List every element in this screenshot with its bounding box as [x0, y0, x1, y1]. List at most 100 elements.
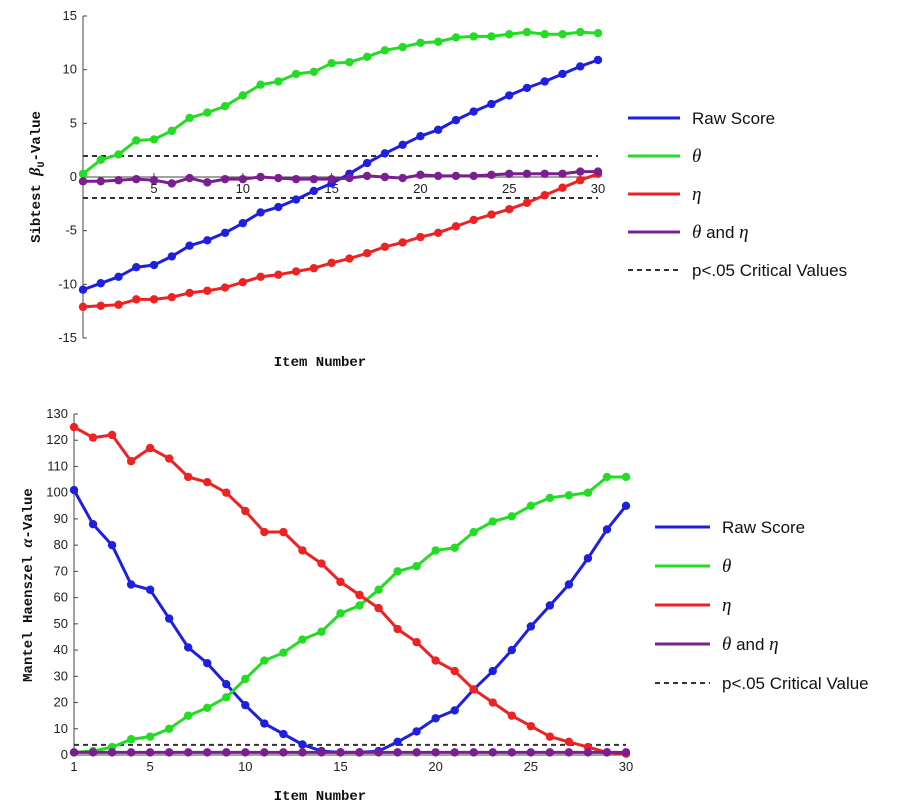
- data-point: [564, 748, 574, 757]
- data-point: [540, 191, 549, 200]
- data-point: [203, 658, 212, 668]
- data-point: [164, 748, 174, 757]
- data-point: [256, 272, 265, 282]
- data-point: [558, 30, 567, 39]
- x-tick-label: 15: [333, 759, 347, 774]
- data-point: [433, 171, 443, 181]
- data-point: [220, 228, 230, 238]
- x-tick-label: 30: [591, 181, 605, 196]
- data-point: [576, 167, 585, 176]
- x-tick-label: 5: [147, 759, 154, 774]
- y-tick-label: 20: [54, 695, 68, 710]
- data-point: [317, 559, 326, 568]
- y-tick-label: 10: [54, 721, 68, 736]
- data-point: [145, 443, 155, 453]
- data-point: [274, 77, 283, 86]
- data-point: [185, 288, 194, 298]
- legend: Raw Score θη θ and η p<.05 Critical Values: [628, 109, 847, 280]
- data-point: [451, 115, 461, 125]
- data-point: [393, 748, 402, 757]
- y-tick-label: 130: [46, 406, 68, 421]
- y-tick-label: 70: [54, 563, 68, 578]
- data-point: [469, 171, 478, 181]
- data-point: [469, 748, 478, 757]
- data-point: [416, 38, 425, 48]
- series-line-3: [82, 172, 599, 309]
- data-point: [488, 517, 497, 526]
- data-point: [241, 674, 250, 684]
- data-point: [184, 711, 193, 720]
- data-point: [291, 195, 301, 204]
- data-point: [145, 732, 155, 741]
- data-point: [327, 59, 336, 68]
- legend-label: θ: [692, 146, 701, 167]
- data-point: [336, 609, 345, 618]
- data-point: [203, 478, 212, 487]
- data-point: [291, 69, 301, 79]
- data-point: [126, 735, 136, 744]
- y-tick-label: 110: [47, 458, 68, 473]
- data-point: [488, 666, 497, 676]
- data-point: [602, 525, 612, 534]
- data-point: [291, 267, 301, 276]
- data-point: [336, 577, 345, 587]
- y-tick-label: 30: [54, 668, 68, 683]
- data-point: [274, 270, 283, 279]
- data-point: [220, 101, 230, 111]
- data-point: [602, 472, 612, 482]
- legend-label: Raw Score: [722, 518, 805, 537]
- data-point: [487, 170, 496, 180]
- y-axis-title: Mantel Haenszel α-Value: [19, 488, 37, 682]
- data-point: [380, 46, 390, 55]
- data-point: [274, 202, 283, 212]
- data-point: [374, 748, 383, 757]
- data-point: [564, 737, 574, 747]
- data-point: [203, 108, 212, 117]
- data-point: [260, 748, 269, 757]
- data-point: [260, 656, 269, 665]
- data-point: [274, 173, 283, 183]
- data-point: [621, 472, 631, 482]
- data-point: [126, 580, 136, 589]
- data-point: [416, 132, 425, 141]
- data-point: [380, 242, 390, 251]
- data-point: [107, 748, 117, 757]
- data-point: [431, 656, 440, 665]
- data-point: [203, 748, 212, 757]
- data-point: [487, 32, 496, 41]
- x-tick-label: 20: [413, 181, 427, 196]
- legend-label: θ: [722, 556, 731, 577]
- x-tick-label: 25: [502, 181, 516, 196]
- data-point: [184, 643, 193, 652]
- y-tick-label: 120: [46, 432, 68, 447]
- data-point: [450, 748, 459, 757]
- data-point: [451, 33, 461, 42]
- x-tick-label: 1: [70, 759, 77, 774]
- x-tick-label: 5: [150, 181, 157, 196]
- data-point: [164, 614, 174, 623]
- data-point: [317, 627, 326, 636]
- data-point: [96, 155, 105, 165]
- data-point: [522, 83, 532, 93]
- data-point: [507, 748, 516, 757]
- y-tick-label: -10: [58, 276, 77, 291]
- data-point: [327, 174, 336, 184]
- data-point: [309, 264, 319, 273]
- data-point: [505, 205, 514, 214]
- data-point: [309, 67, 319, 77]
- legend-label: p<.05 Critical Value: [722, 674, 869, 693]
- data-point: [222, 748, 231, 757]
- y-tick-label: -5: [65, 223, 77, 238]
- data-point: [298, 748, 307, 757]
- data-point: [203, 178, 212, 187]
- data-point: [522, 27, 532, 37]
- series-line-1: [72, 489, 628, 754]
- y-tick-label: 60: [54, 590, 68, 605]
- data-point: [222, 679, 231, 689]
- data-point: [558, 69, 567, 79]
- data-point: [145, 585, 155, 594]
- data-point: [78, 177, 88, 186]
- data-point: [487, 210, 496, 219]
